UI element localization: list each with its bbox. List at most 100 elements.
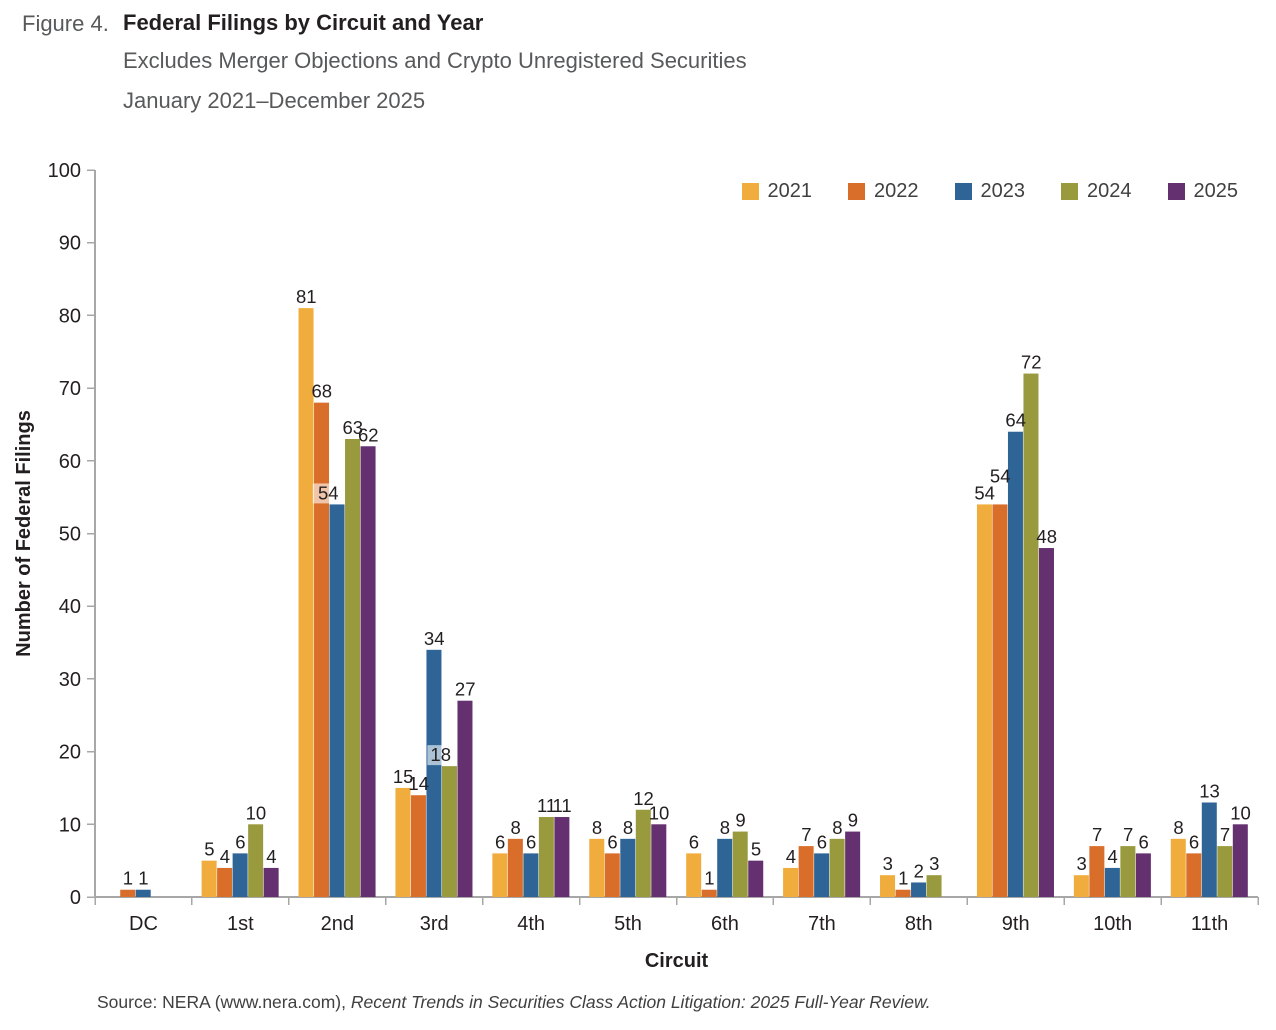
bar-label: 6	[495, 831, 505, 852]
bar-2024-3rd	[441, 766, 457, 897]
bar-label: 6	[1138, 831, 1148, 852]
legend-item-2024: 2024	[1061, 180, 1132, 203]
bar-2021-4th	[492, 853, 508, 897]
x-tick-label: 9th	[1002, 913, 1030, 935]
bar-label: 5	[751, 839, 761, 860]
bar-label: 10	[649, 802, 670, 823]
bar-2023-8th	[911, 882, 927, 897]
x-tick-label: 10th	[1093, 913, 1132, 935]
bar-label: 8	[623, 817, 633, 838]
bar-2021-3rd	[395, 787, 411, 897]
bar-2025-10th	[1135, 853, 1151, 897]
bar-2023-7th	[814, 853, 830, 897]
y-tick-label: 60	[59, 451, 81, 473]
legend-swatch-2021	[741, 183, 759, 200]
bar-2021-5th	[589, 838, 605, 897]
legend-item-2022: 2022	[848, 180, 919, 203]
bar-label: 18	[430, 744, 451, 765]
bars	[120, 308, 1248, 897]
bar-label: 7	[801, 824, 811, 845]
bar-2021-10th	[1073, 875, 1089, 897]
legend: 2021 2022 2023 2024 2025	[741, 180, 1238, 203]
bar-2023-1st	[232, 853, 248, 897]
x-tick-label: 1st	[227, 913, 254, 935]
y-axis-title: Number of Federal Filings	[13, 410, 35, 657]
bar-label: 3	[929, 853, 939, 874]
legend-swatch-2023	[954, 183, 972, 200]
bar-2024-7th	[829, 838, 845, 897]
bar-2025-1st	[263, 867, 279, 897]
bar-label: 62	[358, 424, 379, 445]
bar-label: 9	[735, 810, 745, 831]
bar-label-background	[427, 745, 455, 766]
bar-label: 6	[526, 831, 536, 852]
bar-label: 6	[1189, 831, 1199, 852]
x-axis-title: Circuit	[645, 950, 709, 972]
bar-label: 9	[848, 810, 858, 831]
bar-label: 5	[204, 839, 214, 860]
bar-label: 34	[424, 628, 445, 649]
bar-2021-2nd	[298, 308, 314, 897]
bar-2021-6th	[686, 853, 702, 897]
bar-2022-7th	[798, 846, 814, 897]
bar-label: 27	[455, 679, 476, 700]
bar-2022-1st	[217, 867, 233, 897]
y-axis: 0 10 20 30 40 50 60 70 80 90 100	[48, 160, 96, 909]
y-tick-label: 90	[59, 233, 81, 255]
bar-label: 10	[1230, 802, 1251, 823]
bar-2021-7th	[783, 867, 799, 897]
legend-label-2023: 2023	[980, 180, 1026, 202]
x-axis: DC 1st 2nd 3rd 4th 5th 6th 7th 8th 9th 10th 11th	[94, 896, 1259, 935]
bar-2024-5th	[635, 809, 651, 897]
bar-label: 54	[318, 482, 339, 503]
bar-label: 8	[832, 817, 842, 838]
bar-2024-11th	[1217, 846, 1233, 897]
bar-label: 8	[510, 817, 520, 838]
y-tick-label: 40	[59, 596, 81, 618]
y-tick-label: 100	[48, 160, 81, 182]
bar-label: 6	[817, 831, 827, 852]
bar-label: 4	[266, 846, 276, 867]
bar-2022-10th	[1089, 846, 1105, 897]
bar-label: 1	[123, 868, 133, 889]
bar-label: 1	[704, 868, 714, 889]
x-tick-label: 8th	[905, 913, 933, 935]
bar-2023-5th	[620, 838, 636, 897]
bar-label: 1	[138, 868, 148, 889]
figure-label: Figure 4.	[22, 11, 109, 36]
figure-subtitle-1: Excludes Merger Objections and Crypto Un…	[123, 48, 747, 73]
y-tick-label: 0	[70, 887, 81, 909]
bar-label: 6	[607, 831, 617, 852]
bar-label: 4	[1107, 846, 1117, 867]
bar-2025-3rd	[457, 700, 473, 897]
legend-swatch-2025	[1167, 183, 1185, 200]
bar-2025-7th	[845, 831, 861, 897]
bar-2023-DC	[135, 889, 151, 897]
bar-label: 3	[883, 853, 893, 874]
y-tick-label: 50	[59, 524, 81, 546]
bar-2021-1st	[201, 860, 217, 897]
y-tick-label: 70	[59, 378, 81, 400]
bar-2022-11th	[1186, 853, 1202, 897]
legend-swatch-2022	[848, 183, 865, 200]
source-citation: Recent Trends in Securities Class Action…	[350, 992, 931, 1012]
bar-2023-4th	[523, 853, 539, 897]
bar-label: 10	[246, 802, 267, 823]
bar-label: 64	[1005, 410, 1026, 431]
bar-label: 54	[990, 465, 1011, 486]
bar-label-background	[312, 483, 344, 504]
bar-2022-3rd	[410, 795, 426, 897]
bar-label: 13	[1199, 780, 1220, 801]
bar-2024-6th	[732, 831, 748, 897]
bar-2021-8th	[880, 875, 896, 897]
bar-2025-2nd	[360, 446, 376, 897]
bar-label: 8	[1173, 817, 1183, 838]
bar-label: 4	[220, 846, 230, 867]
bar-2023-9th	[1007, 431, 1023, 897]
bar-label: 54	[974, 482, 995, 503]
x-tick-label: 5th	[614, 913, 642, 935]
bar-2022-2nd	[314, 402, 330, 897]
bar-label: 1	[898, 868, 908, 889]
bar-2023-11th	[1201, 802, 1217, 897]
